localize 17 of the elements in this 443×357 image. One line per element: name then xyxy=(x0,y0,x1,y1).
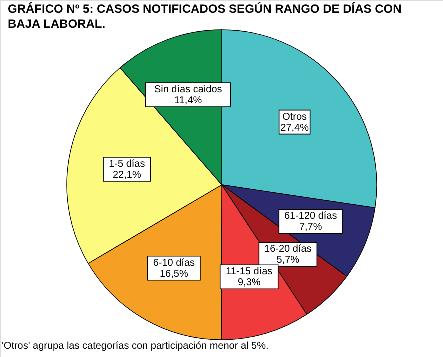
slice-label: 61-120 días xyxy=(284,211,338,222)
data-label: 22,1% xyxy=(112,170,142,182)
data-label: 27,4% xyxy=(280,122,310,134)
slice-label: Otros xyxy=(282,112,308,123)
data-label: 7,7% xyxy=(299,222,322,234)
data-label: 9,3% xyxy=(238,278,261,289)
data-label: 11,4% xyxy=(174,95,202,106)
text: GRÁFICO Nº 5: CASOS NOTIFICADOS SEGÚN RANGO DE DÍAS CON xyxy=(8,2,402,16)
data-label: 16,5% xyxy=(160,268,188,280)
slice-label: 6-10 días xyxy=(153,258,196,269)
text: BAJA LABORAL. xyxy=(8,17,106,31)
slice-label: 11-15 días xyxy=(226,266,273,278)
slice-label: 1-5 días xyxy=(109,159,146,170)
data-label: 5,7% xyxy=(276,255,300,266)
slice-label: Sin días caidos xyxy=(154,84,222,96)
slice-label: 16-20 días xyxy=(264,244,312,256)
text: 'Otros' agrupa las categorías con participación menor al 5%. xyxy=(2,341,269,352)
